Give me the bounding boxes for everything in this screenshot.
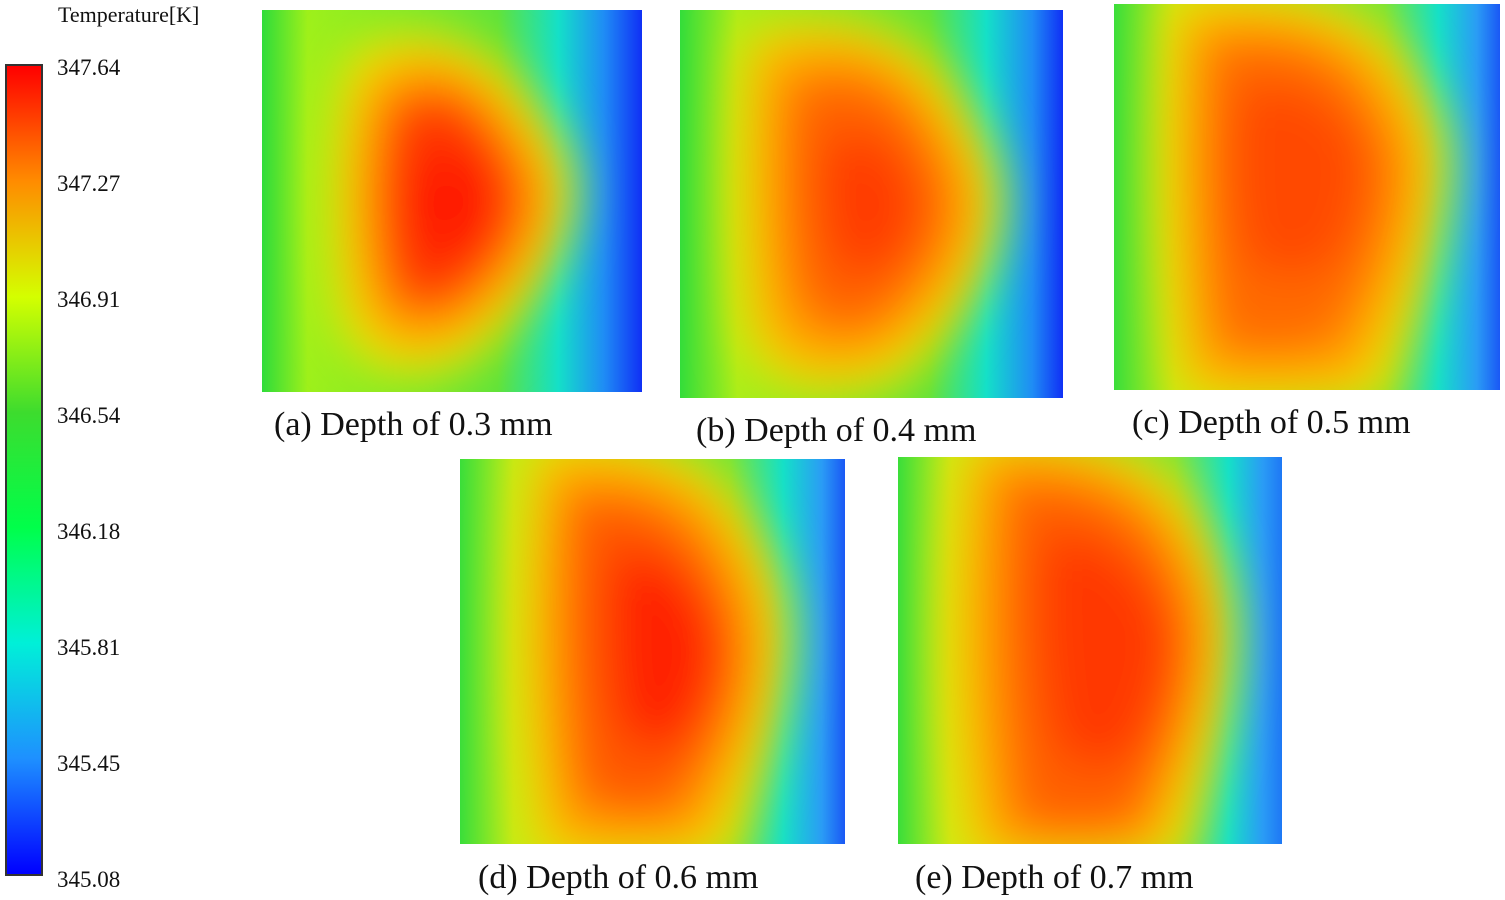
panel-caption-c: (c) Depth of 0.5 mm <box>1132 404 1411 441</box>
colorbar-tick-label: 345.81 <box>57 635 121 660</box>
panel-caption-d: (d) Depth of 0.6 mm <box>478 859 759 896</box>
colorbar-tick-label: 346.18 <box>57 519 121 544</box>
colorbar-tick-label: 347.64 <box>57 55 121 80</box>
contour-panel-d <box>460 459 845 844</box>
contour-panel-c <box>1114 4 1500 390</box>
colorbar-tick-label: 345.08 <box>57 867 121 892</box>
colorbar-tick-label: 346.54 <box>57 403 121 428</box>
panel-caption-a: (a) Depth of 0.3 mm <box>274 406 553 443</box>
contour-panel-e <box>898 457 1282 844</box>
colorbar-tick-label: 346.91 <box>57 287 121 312</box>
contour-panel-a <box>262 10 642 392</box>
temperature-colorbar <box>5 64 43 876</box>
panel-caption-b: (b) Depth of 0.4 mm <box>696 412 977 449</box>
contour-panel-b <box>680 10 1063 398</box>
legend-title: Temperature[K] <box>58 2 200 27</box>
panel-caption-e: (e) Depth of 0.7 mm <box>915 859 1194 896</box>
colorbar-tick-label: 345.45 <box>57 751 121 776</box>
colorbar-tick-label: 347.27 <box>57 171 121 196</box>
